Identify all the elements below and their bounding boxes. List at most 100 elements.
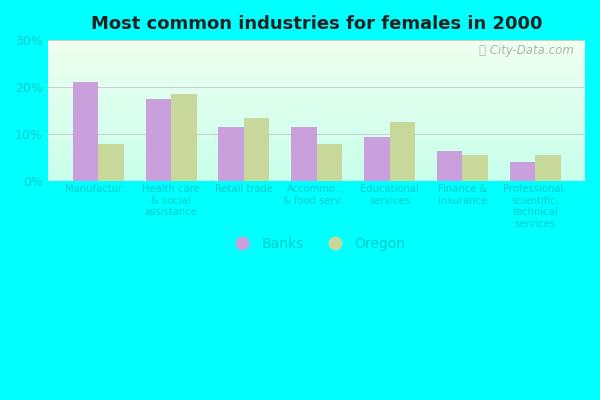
Bar (49, 169, 585, 170)
Bar (317, 144, 342, 181)
Bar (49, 55, 585, 56)
Legend: Banks, Oregon: Banks, Oregon (223, 231, 410, 256)
Bar (49, 105, 585, 106)
Bar (49, 56, 585, 57)
Bar (49, 151, 585, 152)
Bar (49, 168, 585, 169)
Bar (49, 46, 585, 47)
Bar (73, 82, 98, 181)
Bar (49, 134, 585, 135)
Bar (49, 126, 585, 127)
Bar (49, 99, 585, 100)
Bar (49, 59, 585, 60)
Bar (49, 111, 585, 112)
Bar (49, 76, 585, 77)
Bar (49, 97, 585, 98)
Bar (49, 156, 585, 157)
Bar (49, 178, 585, 179)
Bar (49, 158, 585, 159)
Bar (291, 127, 317, 181)
Bar (49, 91, 585, 92)
Bar (49, 115, 585, 116)
Bar (49, 142, 585, 143)
Bar (49, 108, 585, 109)
Bar (49, 118, 585, 119)
Bar (49, 173, 585, 174)
Bar (49, 54, 585, 55)
Bar (49, 171, 585, 172)
Bar (49, 98, 585, 99)
Bar (49, 52, 585, 53)
Bar (49, 167, 585, 168)
Bar (49, 165, 585, 166)
Bar (49, 146, 585, 147)
Bar (49, 147, 585, 148)
Bar (49, 122, 585, 123)
Bar (49, 107, 585, 108)
Bar (463, 156, 488, 181)
Bar (49, 139, 585, 140)
Bar (49, 64, 585, 65)
Bar (49, 72, 585, 73)
Bar (49, 71, 585, 72)
Bar (49, 93, 585, 94)
Bar (49, 132, 585, 133)
Bar (389, 122, 415, 181)
Bar (49, 75, 585, 76)
Bar (49, 159, 585, 160)
Bar (49, 95, 585, 96)
Bar (49, 89, 585, 90)
Bar (49, 48, 585, 49)
Bar (49, 61, 585, 62)
Bar (49, 179, 585, 180)
Bar (49, 90, 585, 91)
Bar (49, 119, 585, 120)
Bar (49, 62, 585, 63)
Bar (49, 69, 585, 70)
Bar (49, 84, 585, 85)
Bar (49, 141, 585, 142)
Bar (49, 81, 585, 82)
Bar (49, 106, 585, 107)
Bar (218, 127, 244, 181)
Bar (49, 138, 585, 139)
Bar (49, 154, 585, 155)
Bar (49, 44, 585, 45)
Bar (49, 109, 585, 110)
Bar (49, 82, 585, 83)
Bar (49, 88, 585, 89)
Bar (49, 140, 585, 141)
Bar (49, 133, 585, 134)
Bar (49, 100, 585, 101)
Bar (49, 83, 585, 84)
Bar (49, 67, 585, 68)
Bar (49, 102, 585, 103)
Bar (49, 121, 585, 122)
Bar (49, 136, 585, 137)
Bar (49, 116, 585, 117)
Bar (49, 117, 585, 118)
Bar (49, 180, 585, 181)
Bar (49, 60, 585, 61)
Bar (437, 151, 463, 181)
Bar (49, 70, 585, 71)
Bar (49, 131, 585, 132)
Bar (49, 96, 585, 97)
Bar (49, 110, 585, 111)
Bar (49, 85, 585, 86)
Bar (49, 86, 585, 87)
Bar (49, 143, 585, 144)
Bar (49, 155, 585, 156)
Bar (49, 130, 585, 131)
Bar (49, 77, 585, 78)
Bar (49, 42, 585, 43)
Bar (49, 50, 585, 51)
Title: Most common industries for females in 2000: Most common industries for females in 20… (91, 15, 542, 33)
Bar (49, 161, 585, 162)
Bar (49, 79, 585, 80)
Bar (49, 73, 585, 74)
Bar (49, 74, 585, 75)
Bar (364, 136, 389, 181)
Bar (49, 45, 585, 46)
Bar (49, 41, 585, 42)
